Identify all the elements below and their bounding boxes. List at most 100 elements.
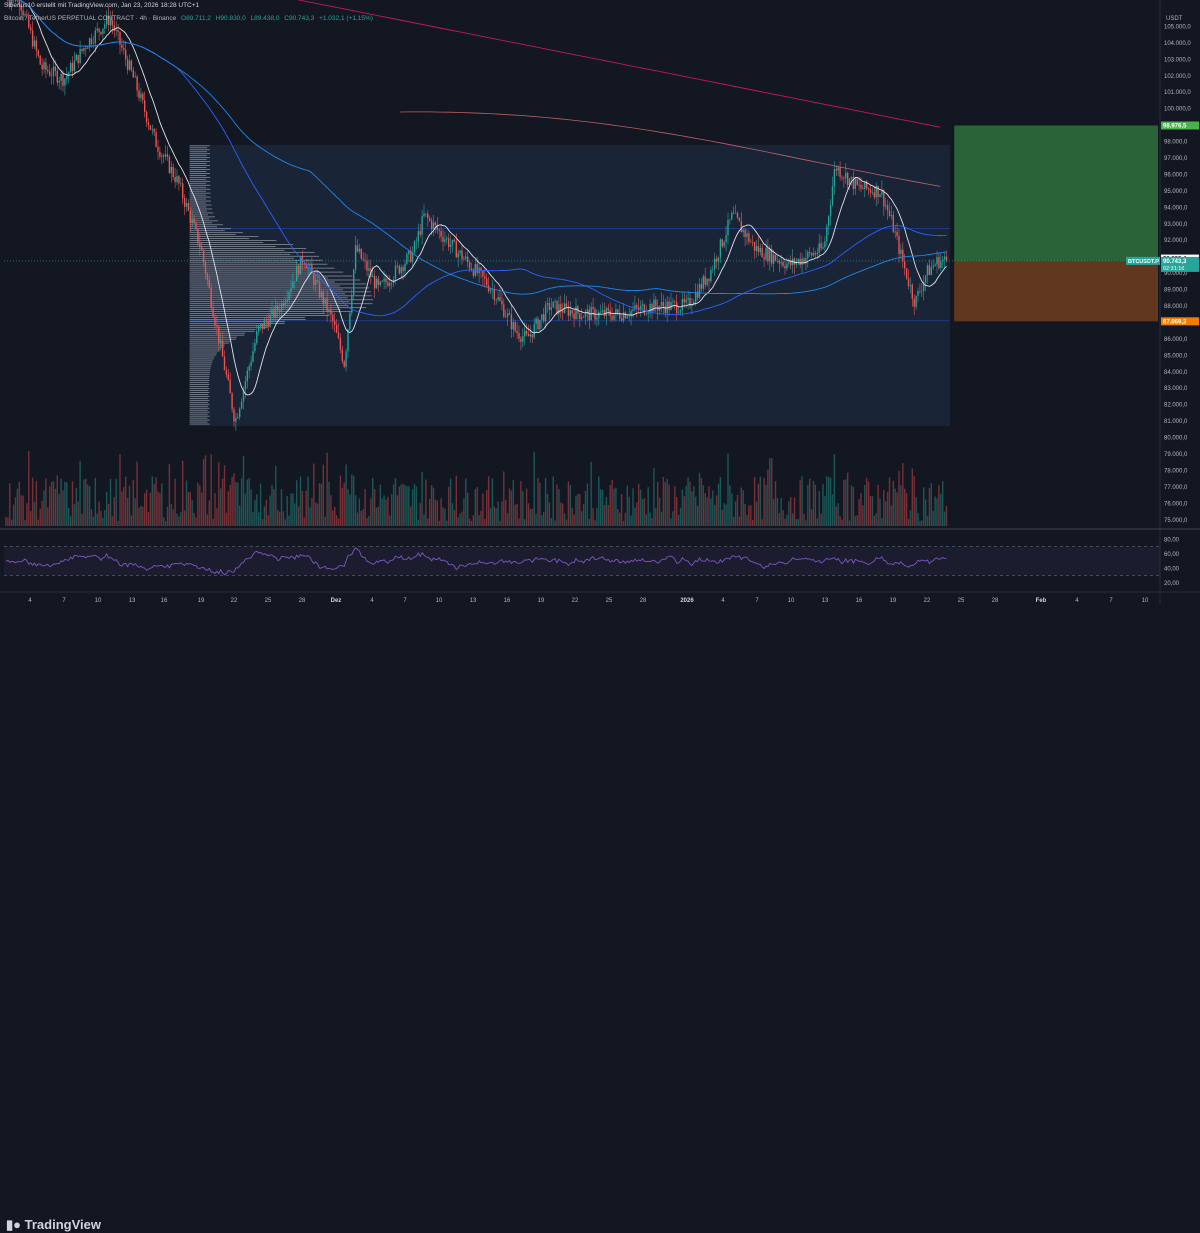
candle-body xyxy=(334,321,336,325)
volume-bar xyxy=(505,500,507,526)
candle-body xyxy=(562,310,564,313)
profile-bar xyxy=(189,192,211,194)
volume-bar xyxy=(174,478,176,526)
candle-body xyxy=(98,28,100,32)
ohlc-close: C90.743,3 xyxy=(284,15,315,22)
volume-bar xyxy=(875,513,877,526)
volume-bar xyxy=(487,476,490,526)
profile-bar xyxy=(189,417,208,419)
volume-bar xyxy=(151,476,153,526)
candle-body xyxy=(440,230,442,237)
time-tick-label: 10 xyxy=(1142,598,1149,604)
volume-bar xyxy=(822,483,824,526)
candle-body xyxy=(413,241,416,253)
candle-body xyxy=(193,219,195,224)
candle-body xyxy=(738,217,741,222)
time-tick-label: 4 xyxy=(370,598,374,604)
volume-bar xyxy=(35,480,38,526)
symbol-name[interactable]: Bitcoin / TetherUS PERPETUAL CONTRACT · … xyxy=(4,15,177,22)
price-tick-label: 85.000,0 xyxy=(1164,353,1188,359)
time-tick-label: Dez xyxy=(331,598,342,604)
volume-bar xyxy=(43,490,45,526)
volume-bar xyxy=(444,508,446,526)
profile-bar xyxy=(189,407,210,409)
profile-bar xyxy=(189,184,211,186)
candle-body xyxy=(835,169,837,171)
volume-bar xyxy=(609,485,611,526)
volume-bar xyxy=(858,499,860,526)
volume-bar xyxy=(254,500,256,526)
volume-bar xyxy=(176,513,178,526)
volume-bar xyxy=(208,500,210,526)
volume-bar xyxy=(33,501,36,526)
volume-bar xyxy=(581,511,583,526)
volume-bar xyxy=(22,495,24,526)
candle-body xyxy=(774,254,777,261)
volume-bar xyxy=(381,498,383,526)
volume-bar xyxy=(586,483,589,526)
candle-body xyxy=(159,151,161,157)
candle-body xyxy=(700,284,703,289)
volume-bar xyxy=(411,489,414,526)
candle-body xyxy=(358,248,361,252)
candle-body xyxy=(826,226,828,242)
profile-bar xyxy=(189,204,212,206)
price-chart[interactable]: 105.000,0 104.000,0 103.000,0 102.000,0 101.… xyxy=(0,0,1200,606)
volume-bar xyxy=(809,478,811,526)
profile-bar xyxy=(189,176,211,178)
candle-body xyxy=(784,265,786,269)
profile-bar xyxy=(189,366,211,368)
volume-bar xyxy=(375,507,378,526)
candle-body xyxy=(740,221,742,233)
volume-bar xyxy=(601,490,604,526)
candle-body xyxy=(917,291,919,296)
candle-body xyxy=(742,229,744,233)
price-tick-label: 80.000,0 xyxy=(1164,436,1188,442)
candle-body xyxy=(482,270,484,277)
time-tick-label: 16 xyxy=(161,598,168,604)
candle-body xyxy=(318,281,321,298)
volume-bar xyxy=(290,493,292,526)
candle-body xyxy=(290,287,292,292)
volume-bar xyxy=(45,478,47,526)
symbol-info[interactable]: Bitcoin / TetherUS PERPETUAL CONTRACT · … xyxy=(4,15,376,22)
volume-bar xyxy=(936,498,938,526)
tradingview-logo[interactable]: ▮● TradingView xyxy=(6,1217,101,1233)
profile-bar xyxy=(189,277,328,279)
volume-bar xyxy=(461,511,463,526)
candle-body xyxy=(643,304,646,315)
profile-bar xyxy=(189,358,214,360)
volume-bar xyxy=(651,518,653,526)
volume-bar xyxy=(797,519,799,526)
candle-body xyxy=(620,318,623,321)
volume-bar xyxy=(548,502,551,526)
candle-body xyxy=(733,212,735,214)
profile-bar xyxy=(189,305,349,307)
ma-slow-line xyxy=(8,0,947,295)
volume-bar xyxy=(499,520,501,526)
volume-bar xyxy=(898,470,900,526)
profile-bar xyxy=(189,319,306,320)
candle-body xyxy=(554,300,556,302)
candle-body xyxy=(512,322,514,330)
time-tick-label: 19 xyxy=(890,598,897,604)
volume-bar xyxy=(740,487,742,526)
volume-bar xyxy=(784,518,786,526)
candle-body xyxy=(921,290,923,292)
candle-body xyxy=(332,314,334,322)
candle-body xyxy=(772,254,775,264)
symbol-tag-bg xyxy=(1126,256,1160,265)
volume-bar xyxy=(491,478,494,526)
candle-body xyxy=(601,310,604,312)
volume-bar xyxy=(96,513,98,526)
price-tick-label: 89.000,0 xyxy=(1164,288,1188,294)
candle-body xyxy=(898,235,900,254)
volume-bar xyxy=(472,515,475,526)
candle-body xyxy=(888,210,891,216)
volume-bar xyxy=(820,513,822,526)
volume-bar xyxy=(398,486,400,526)
price-tick-label: 83.000,0 xyxy=(1164,386,1188,392)
candle-body xyxy=(476,264,478,274)
candle-body xyxy=(731,212,733,220)
time-tick-label: 16 xyxy=(856,598,863,604)
